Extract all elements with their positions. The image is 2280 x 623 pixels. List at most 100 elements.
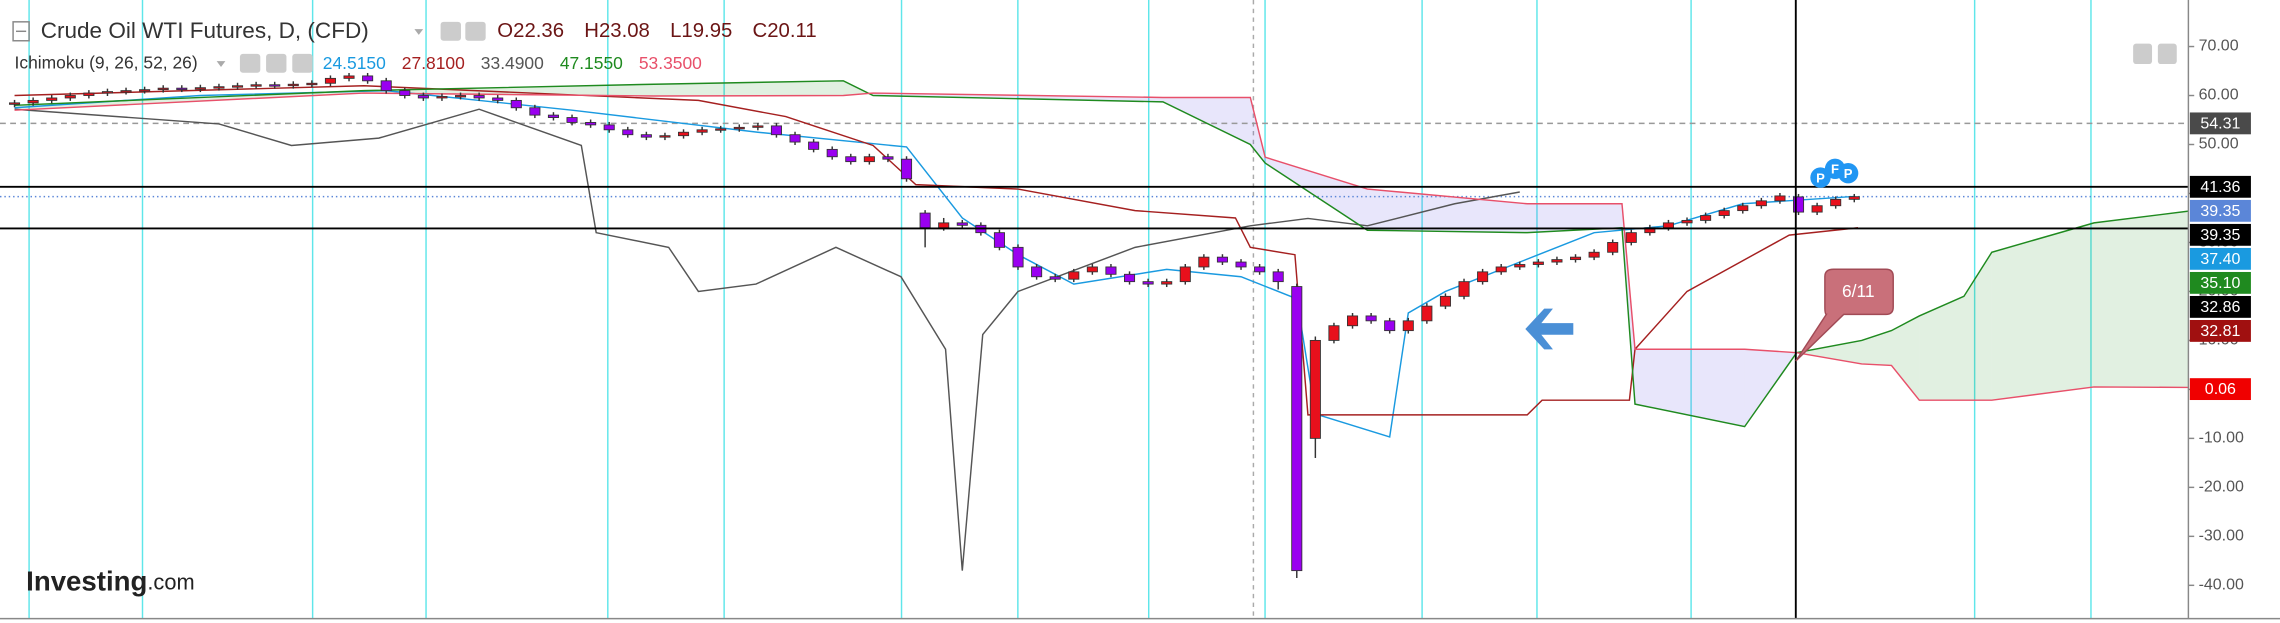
candle-body [566,117,578,123]
candle-body [1254,266,1266,273]
dropdown-arrow[interactable] [414,29,424,35]
legend-entry: 47.1550 [560,53,623,73]
collapse-icon[interactable] [12,21,30,42]
cloud [1265,157,1368,231]
candle-body [993,232,1005,248]
y-tick-label: -30.00 [2199,528,2244,545]
dropdown-arrow[interactable] [216,61,226,67]
candle-body [176,87,188,91]
candle-body [1216,256,1228,263]
cloud [1162,97,1251,145]
candle-body [1179,266,1191,283]
candle-body [696,129,708,133]
candle-body [919,212,931,229]
legend: 24.5150 27.8100 33.4900 47.1550 53.3500 [323,53,702,73]
candle-body [1830,198,1842,207]
candle-body [1570,256,1582,261]
candle-body [1049,276,1061,280]
candle-body [622,129,634,136]
cloud [1861,330,1892,366]
candle-body [1198,256,1210,268]
candle-body [1235,261,1247,268]
candle-body [826,148,838,158]
cloud [1634,349,1745,427]
candle-body [1737,205,1749,212]
candle-body [1532,261,1544,265]
ohlc-value: 20.11 [767,20,816,42]
y-tick-label: 70.00 [2199,38,2239,55]
candle-body [1031,266,1043,278]
candle-body [436,96,448,99]
candle-body [1792,196,1805,213]
candle-body [194,87,206,90]
indicator-line [14,92,2189,401]
candle-body [1272,271,1284,283]
y-tick-label: -10.00 [2199,430,2244,447]
price-label-box [2189,175,2251,198]
price-label-box [2189,378,2251,401]
ohlc-value: 19.95 [681,20,732,42]
cloud [1527,203,1622,233]
cloud [1963,252,1992,401]
close-icon[interactable] [292,53,313,73]
candle-body [770,125,782,136]
candle-body [1402,320,1414,332]
ohlc-value: 22.36 [513,20,564,42]
candle-body [232,85,244,88]
legend-entry: 33.4900 [481,53,544,73]
candle-body [1161,281,1173,285]
callout [1795,268,1894,362]
candle-body [678,131,690,137]
cloud [1991,222,2094,401]
candle-body [1086,266,1098,273]
candle-body [1012,246,1024,268]
settings-icon[interactable] [465,21,486,41]
candle-body [473,95,485,99]
toolbar-icon[interactable] [2157,43,2177,65]
price-label: 39.35 [2200,203,2240,220]
candle-body [1477,271,1489,283]
candle-body [585,122,597,126]
candle-body [1495,266,1507,273]
candle-body [380,80,392,92]
settings-icon[interactable] [266,53,287,73]
legend-entry: 27.8100 [402,53,465,73]
candle-body [845,156,857,163]
candle-body [46,97,58,101]
candle-body [882,156,894,160]
logo-main: Investing [26,566,147,597]
candle-body [1718,210,1730,216]
candle-body [83,92,95,96]
candle-body [1848,196,1860,200]
candle-body [938,222,950,229]
y-tick-label: 60.00 [2199,87,2239,104]
chart-title: Crude Oil WTI Futures, D, (CFD) [41,18,369,43]
candle-body [733,126,745,130]
marker[interactable] [1837,163,1859,184]
price-label: 41.36 [2200,179,2240,196]
price-label: 32.81 [2200,323,2240,340]
candle-body [1124,273,1136,283]
candle-body [492,97,504,101]
candle-body [1514,264,1526,268]
candle-body [157,87,169,91]
logo: Investing.com [26,566,194,597]
candle-body [1458,281,1470,297]
candle-body [529,107,541,116]
toolbar-icon[interactable] [2133,43,2153,65]
cloud [1367,189,1528,233]
candle-body [455,95,467,98]
candle-body [603,124,615,131]
ohlc-label: L [670,20,681,42]
eye-icon[interactable] [239,53,261,73]
candle-body [808,141,820,150]
candle-body [1068,271,1080,280]
price-label-box [2189,320,2251,342]
eye-icon[interactable] [440,21,461,41]
candle-body [1439,295,1451,307]
candle-body [1662,222,1674,229]
